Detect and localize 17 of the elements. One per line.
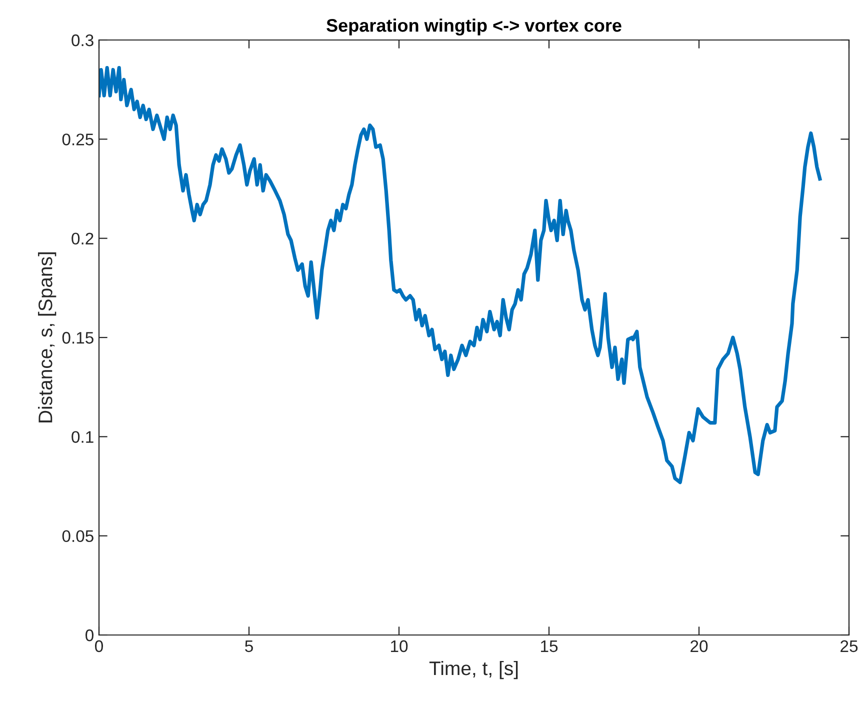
x-tick-label: 25 bbox=[840, 640, 858, 652]
x-tick-label: 5 bbox=[245, 640, 253, 652]
y-tick-label: 0.1 bbox=[72, 431, 94, 443]
y-tick-label: 0 bbox=[86, 629, 94, 642]
y-tick-label: 0.2 bbox=[72, 232, 94, 245]
y-tick-label: 0.05 bbox=[62, 530, 94, 542]
y-tick-label: 0.25 bbox=[62, 134, 94, 146]
chart-title: Separation wingtip <-> vortex core bbox=[326, 18, 622, 36]
line-series bbox=[99, 66, 822, 484]
x-tick-label: 15 bbox=[541, 640, 558, 652]
y-tick-label: 0.15 bbox=[62, 332, 94, 344]
y-tick-label: 0.3 bbox=[72, 34, 94, 46]
x-axis-title: Time, t, [s] bbox=[429, 660, 518, 680]
x-tick-label: 20 bbox=[690, 640, 708, 652]
x-tick-label: 0 bbox=[95, 640, 103, 652]
y-axis-title: Distance, s, [Spans] bbox=[38, 252, 56, 422]
x-tick-label: 10 bbox=[391, 640, 408, 652]
